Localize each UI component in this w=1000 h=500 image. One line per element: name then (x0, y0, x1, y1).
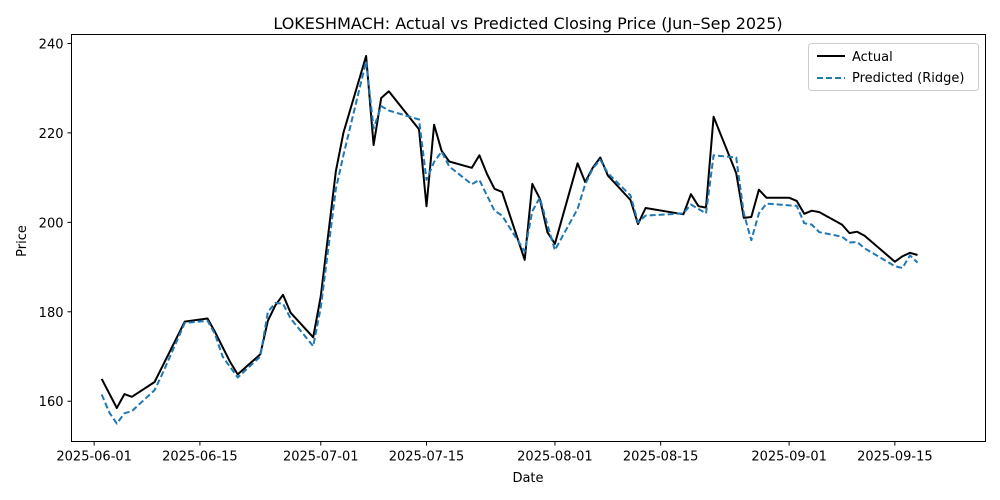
y-axis-label: Price (15, 225, 30, 257)
axes-layer: 2025-06-01 2025-06-15 2025-07-01 2025-07-15… (39, 37, 933, 464)
predicted-price-line (100, 60, 919, 425)
series-layer (100, 55, 919, 425)
legend-actual-label: Actual (852, 50, 893, 65)
x-tick-label: 2025-08-01 (517, 450, 593, 465)
plot-area-frame (71, 34, 986, 442)
y-tick-label: 200 (39, 216, 64, 231)
legend-predicted-label: Predicted (Ridge) (852, 71, 964, 86)
x-axis-label: Date (512, 471, 543, 486)
x-tick-label: 2025-06-15 (162, 450, 238, 465)
y-tick-label: 180 (39, 306, 64, 321)
x-tick-label: 2025-07-15 (389, 450, 465, 465)
y-tick-label: 160 (39, 395, 64, 410)
y-tick-label: 220 (39, 127, 64, 142)
y-tick-label: 240 (39, 37, 64, 52)
actual-price-line (100, 55, 918, 409)
legend-box (808, 43, 979, 91)
legend: Actual Predicted (Ridge) (808, 43, 979, 91)
x-tick-label: 2025-09-01 (751, 450, 827, 465)
x-tick-label: 2025-07-01 (283, 450, 359, 465)
x-tick-label: 2025-08-15 (623, 450, 699, 465)
x-tick-label: 2025-09-15 (857, 450, 933, 465)
chart-title: LOKESHMACH: Actual vs Predicted Closing … (273, 14, 782, 33)
x-tick-label: 2025-06-01 (56, 450, 132, 465)
